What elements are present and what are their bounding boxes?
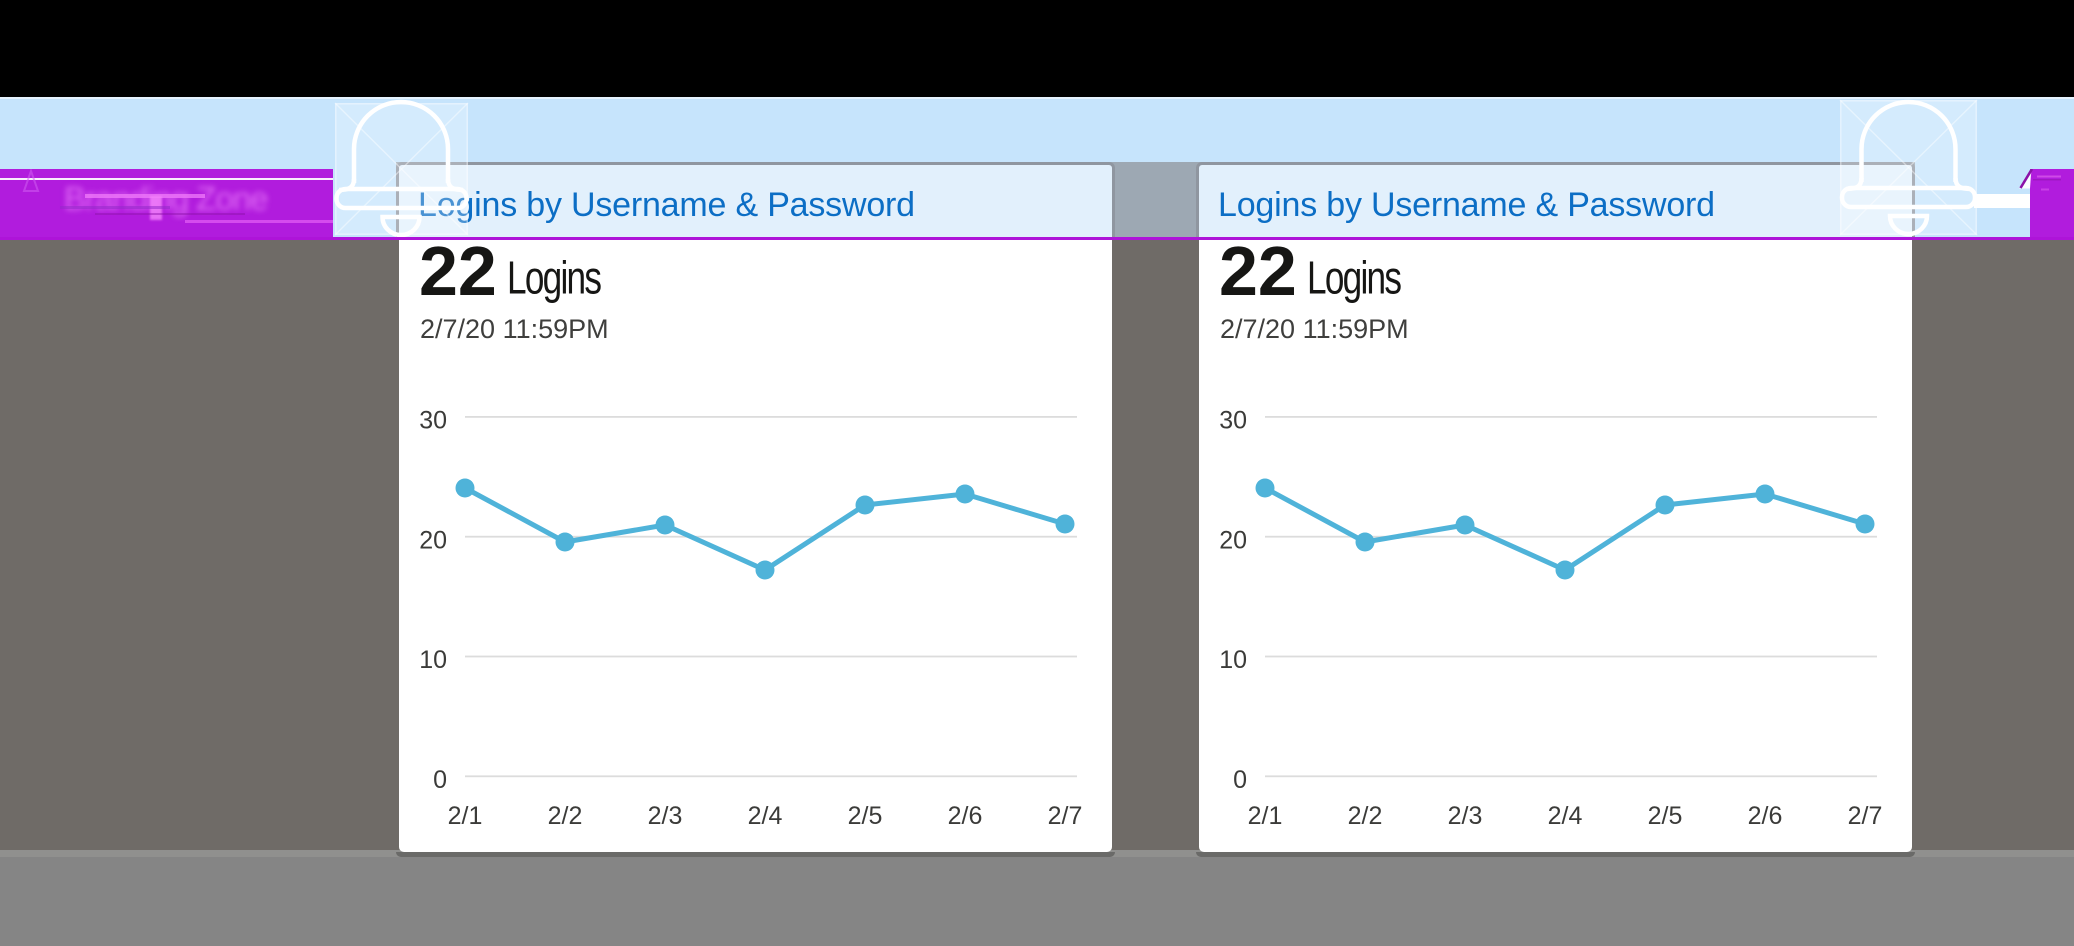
svg-text:2/2: 2/2 bbox=[548, 802, 583, 830]
svg-text:2/4: 2/4 bbox=[748, 802, 783, 830]
svg-text:2/3: 2/3 bbox=[1448, 802, 1483, 830]
svg-text:2/2: 2/2 bbox=[1348, 802, 1383, 830]
svg-text:20: 20 bbox=[419, 526, 447, 554]
svg-text:2/5: 2/5 bbox=[1648, 802, 1683, 830]
svg-text:30: 30 bbox=[1219, 407, 1247, 435]
svg-text:10: 10 bbox=[419, 646, 447, 674]
svg-text:2/4: 2/4 bbox=[1548, 802, 1583, 830]
svg-text:0: 0 bbox=[433, 766, 447, 794]
svg-text:30: 30 bbox=[419, 407, 447, 435]
svg-text:0: 0 bbox=[1233, 766, 1247, 794]
svg-text:2/1: 2/1 bbox=[1248, 802, 1283, 830]
svg-text:2/3: 2/3 bbox=[648, 802, 683, 830]
svg-text:2/5: 2/5 bbox=[848, 802, 883, 830]
svg-text:2/7: 2/7 bbox=[1848, 802, 1883, 830]
svg-text:2/1: 2/1 bbox=[448, 802, 483, 830]
svg-text:2/6: 2/6 bbox=[948, 802, 983, 830]
svg-text:20: 20 bbox=[1219, 526, 1247, 554]
svg-text:2/6: 2/6 bbox=[1748, 802, 1783, 830]
svg-text:10: 10 bbox=[1219, 646, 1247, 674]
svg-text:2/7: 2/7 bbox=[1048, 802, 1083, 830]
